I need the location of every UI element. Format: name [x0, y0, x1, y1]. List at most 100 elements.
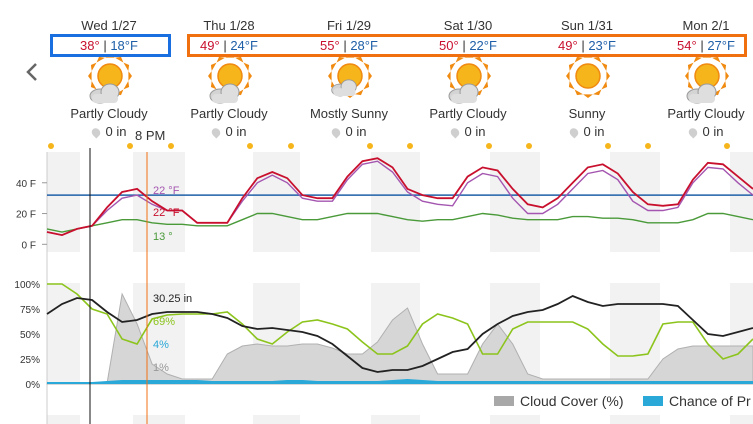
low-temp: 28°F — [350, 38, 378, 53]
day-temps: 55° | 28°F — [320, 38, 378, 53]
temperature-line — [46, 157, 753, 237]
raindrop-icon — [89, 126, 102, 139]
pct-axis-tick: 75% — [20, 305, 40, 316]
precip-amount: 0 in — [527, 124, 647, 139]
night-shading — [730, 152, 753, 252]
condition-text: Partly Cloudy — [667, 106, 745, 121]
night-shading — [371, 415, 420, 424]
day-label: Thu 1/28 — [203, 18, 255, 33]
pct-axis-tick: 100% — [14, 280, 40, 291]
night-shading — [253, 415, 300, 424]
precip-amount: 0 in — [289, 124, 409, 139]
previous-days-button[interactable] — [22, 60, 42, 84]
raindrop-icon — [329, 126, 342, 139]
night-shading — [133, 283, 185, 383]
day-temps: 38° | 18°F — [80, 38, 138, 53]
day-column[interactable]: Thu 1/28 49° | 24°F Partly Cloudy 0 in — [169, 0, 289, 150]
precip-chance-swatch — [643, 396, 663, 406]
low-temp: 24°F — [230, 38, 258, 53]
night-shading — [47, 283, 80, 383]
forecast-days-highlight — [187, 34, 747, 57]
night-shading — [490, 415, 540, 424]
night-shading — [610, 152, 660, 252]
precip-amount: 0 in — [408, 124, 528, 139]
day-column[interactable]: Sat 1/30 50° | 22°F Partly Cloudy 0 in — [408, 0, 528, 150]
sunny-icon — [566, 54, 610, 106]
legend-precip-chance[interactable]: Chance of Pr — [643, 393, 751, 409]
day-column[interactable]: Wed 1/27 38° | 18°F Partly Cloudy 0 in — [49, 0, 169, 150]
day-column[interactable]: Mon 2/1 54° | 27°F Partly Cloudy 0 in — [646, 0, 753, 150]
low-temp: 27°F — [707, 38, 735, 53]
raindrop-icon — [209, 126, 222, 139]
condition-text: Partly Cloudy — [190, 106, 268, 121]
night-shading — [47, 152, 80, 252]
condition-text: Sunny — [568, 106, 606, 121]
precip-amount: 0 in — [169, 124, 289, 139]
partly-cloudy-icon — [208, 54, 252, 106]
temp-axis-tick: 20 F — [16, 210, 36, 221]
high-temp: 49° — [200, 38, 220, 53]
current-day-highlight — [50, 34, 171, 57]
chevron-left-icon — [26, 63, 37, 81]
partly-cloudy-icon — [447, 54, 491, 106]
day-label: Mon 2/1 — [682, 18, 730, 33]
day-label: Fri 1/29 — [326, 18, 372, 33]
partly-cloudy-icon — [88, 54, 132, 106]
cursor-time-label: 8 PM — [135, 128, 166, 143]
day-temps: 49° | 23°F — [558, 38, 616, 53]
night-shading — [490, 283, 540, 383]
day-temps: 49° | 24°F — [200, 38, 258, 53]
day-temps: 54° | 27°F — [677, 38, 735, 53]
high-temp: 49° — [558, 38, 578, 53]
night-shading — [371, 152, 420, 252]
night-shading — [133, 152, 185, 252]
raindrop-icon — [448, 126, 461, 139]
high-temp: 54° — [677, 38, 697, 53]
mostly-sunny-icon — [328, 54, 372, 106]
high-temp: 38° — [80, 38, 100, 53]
pct-axis-tick: 25% — [20, 355, 40, 366]
pressure-readout: 30.25 in — [153, 293, 192, 305]
cloud-cover-readout: 1% — [153, 362, 169, 374]
raindrop-icon — [686, 126, 699, 139]
pct-axis-tick: 50% — [20, 330, 40, 341]
partly-cloudy-icon — [685, 54, 729, 106]
night-shading — [730, 283, 753, 383]
legend-cloud-cover[interactable]: Cloud Cover (%) — [494, 393, 623, 409]
temp-axis-tick: 40 F — [16, 179, 36, 190]
night-shading — [253, 283, 300, 383]
precip-amount: 0 in — [646, 124, 753, 139]
night-shading — [133, 415, 185, 424]
cloud-cover-area — [46, 292, 753, 385]
raindrop-icon — [567, 126, 580, 139]
cloud-cover-swatch — [494, 396, 514, 406]
low-temp: 22°F — [469, 38, 497, 53]
temp-axis-tick: 0 F — [22, 240, 36, 251]
day-temps: 50° | 22°F — [439, 38, 497, 53]
low-temp: 23°F — [588, 38, 616, 53]
day-label: Sat 1/30 — [443, 18, 493, 33]
precip-chance-readout: 4% — [153, 339, 169, 351]
day-column[interactable]: Fri 1/29 55° | 28°F Mostly Sunny 0 in — [289, 0, 409, 150]
pct-axis-tick: 0% — [26, 380, 41, 391]
day-label: Wed 1/27 — [81, 18, 137, 33]
night-shading — [730, 415, 753, 424]
condition-text: Partly Cloudy — [429, 106, 507, 121]
high-temp: 55° — [320, 38, 340, 53]
night-shading — [253, 152, 300, 252]
day-column[interactable]: Sun 1/31 49° | 23°F Sunny 0 in — [527, 0, 647, 150]
night-shading — [47, 415, 80, 424]
night-shading — [490, 152, 540, 252]
night-shading — [610, 415, 660, 424]
day-label: Sun 1/31 — [560, 18, 614, 33]
dew-point-readout: 13 ° — [153, 231, 173, 243]
low-temp: 18°F — [110, 38, 138, 53]
precip-chance-area — [47, 379, 753, 384]
precip-amount: 0 in — [49, 124, 169, 139]
condition-text: Partly Cloudy — [70, 106, 148, 121]
condition-text: Mostly Sunny — [309, 106, 389, 121]
high-temp: 50° — [439, 38, 459, 53]
pressure-line — [46, 295, 753, 373]
humidity-readout: 69% — [153, 316, 175, 328]
humidity-line — [47, 283, 753, 360]
